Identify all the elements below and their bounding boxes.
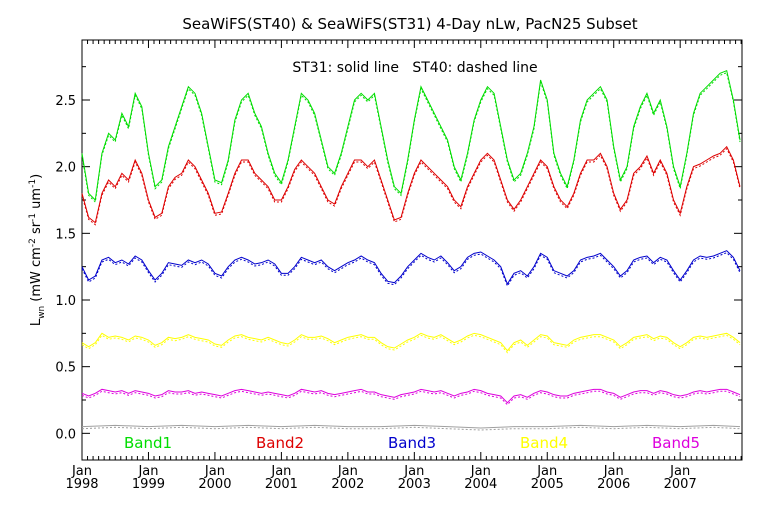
y-tick-label: 0.0 bbox=[55, 427, 76, 442]
chart-title: SeaWiFS(ST40) & SeaWiFS(ST31) 4-Day nLw,… bbox=[182, 15, 637, 33]
x-tick-year-label: 2003 bbox=[398, 477, 431, 492]
x-tick-year-label: 2001 bbox=[265, 477, 298, 492]
series-line-st31-Band3 bbox=[81, 250, 741, 286]
legend: Band1 Band2 Band3 Band4 Band5 bbox=[124, 434, 700, 452]
x-tick-month-label: Jan bbox=[403, 464, 424, 479]
y-tick-label: 0.5 bbox=[55, 361, 76, 376]
legend-entry-band2: Band2 bbox=[256, 434, 304, 452]
x-tick-month-label: Jan bbox=[71, 464, 92, 479]
line-style-annotation: ST31: solid line ST40: dashed line bbox=[292, 60, 537, 76]
x-tick-month-label: Jan bbox=[669, 464, 690, 479]
y-tick-label: 2.0 bbox=[55, 161, 76, 176]
series-line-st40-Band3 bbox=[81, 252, 741, 288]
x-tick-month-label: Jan bbox=[137, 464, 158, 479]
x-tick-month-label: Jan bbox=[603, 464, 624, 479]
series-line-st31-Band4 bbox=[81, 332, 741, 352]
x-tick-year-label: 1998 bbox=[65, 477, 98, 492]
legend-entry-band4: Band4 bbox=[520, 434, 568, 452]
legend-entry-band1: Band1 bbox=[124, 434, 172, 452]
series-line-st31-Band5 bbox=[81, 388, 741, 404]
series-line-st40-Band4 bbox=[81, 334, 741, 354]
series-layer bbox=[81, 69, 741, 431]
x-tick-year-label: 2004 bbox=[464, 477, 497, 492]
series-line-st40-series-5 bbox=[81, 426, 741, 431]
plot-area-frame bbox=[81, 39, 743, 461]
x-tick-year-label: 1999 bbox=[132, 477, 165, 492]
x-tick-year-label: 2007 bbox=[664, 477, 697, 492]
y-tick-label: 2.5 bbox=[55, 94, 76, 109]
x-tick-month-label: Jan bbox=[536, 464, 557, 479]
x-tick-year-label: 2002 bbox=[331, 477, 364, 492]
legend-entry-band3: Band3 bbox=[388, 434, 436, 452]
x-tick-month-label: Jan bbox=[270, 464, 291, 479]
series-line-st40-Band5 bbox=[81, 390, 741, 406]
x-tick-month-label: Jan bbox=[337, 464, 358, 479]
x-tick-year-label: 2006 bbox=[597, 477, 630, 492]
y-tick-label: 1.0 bbox=[55, 294, 76, 309]
legend-entry-band5: Band5 bbox=[652, 434, 700, 452]
x-tick-year-label: 2005 bbox=[531, 477, 564, 492]
x-tick-month-label: Jan bbox=[204, 464, 225, 479]
series-line-st31-Band1 bbox=[81, 69, 741, 202]
x-axis: Jan1998Jan1999Jan2000Jan2001Jan2002Jan20… bbox=[65, 40, 742, 492]
y-axis: 0.0 0.5 1.0 1.5 2.0 2.5 bbox=[55, 66, 742, 442]
y-tick-label: 1.5 bbox=[55, 227, 76, 242]
x-tick-year-label: 2000 bbox=[198, 477, 231, 492]
series-line-st31-Band2 bbox=[81, 145, 741, 224]
x-tick-month-label: Jan bbox=[470, 464, 491, 479]
series-line-st40-Band2 bbox=[81, 147, 741, 226]
series-line-st31-series-5 bbox=[81, 424, 741, 429]
y-axis-label: Lwn (mW cm-2 sr-1 um-1) bbox=[28, 174, 47, 326]
